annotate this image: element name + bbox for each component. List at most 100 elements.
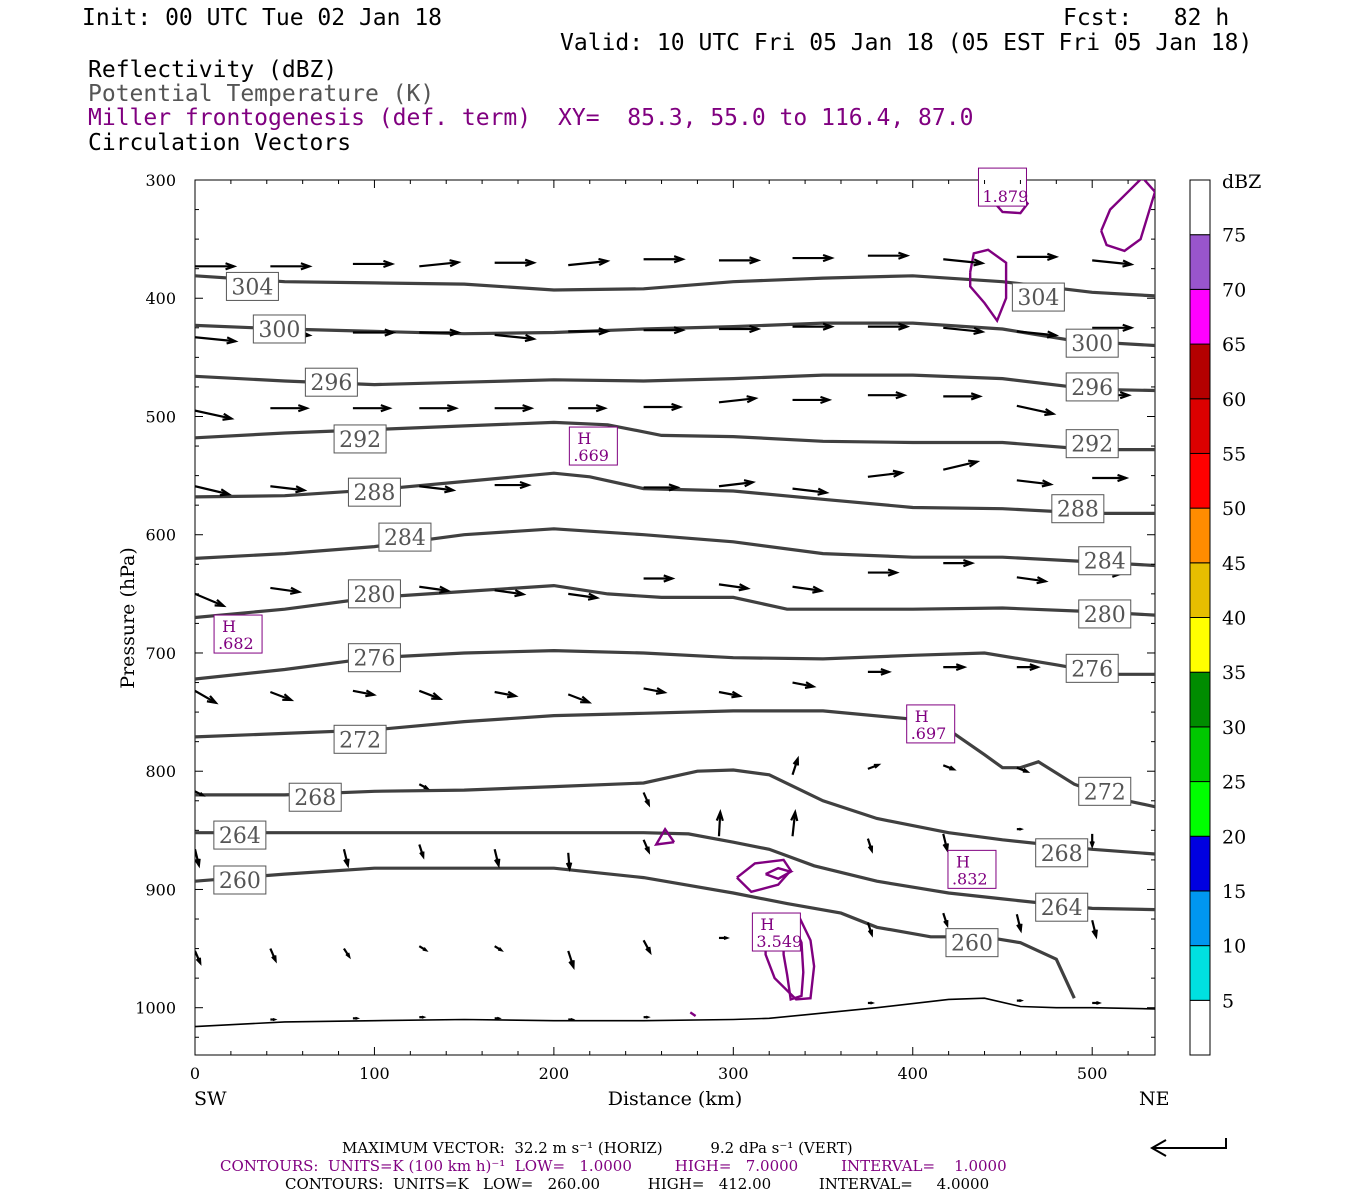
- contour-label: 288: [347, 477, 401, 507]
- svg-text:280: 280: [353, 583, 395, 608]
- colorbar-swatch: [1189, 343, 1211, 400]
- svg-text:304: 304: [231, 275, 273, 300]
- circulation-vector: [567, 693, 593, 704]
- colorbar-tick-label: 45: [1222, 553, 1246, 575]
- y-tick-label: 400: [145, 289, 176, 308]
- circulation-vector: [494, 1016, 502, 1020]
- frontogenesis-extremum: H.697: [906, 704, 956, 744]
- circulation-vector: [642, 839, 651, 855]
- y-axis-title: Pressure (hPa): [117, 547, 139, 689]
- circulation-vector: [270, 586, 303, 595]
- svg-text:296: 296: [310, 371, 352, 396]
- circulation-vector: [269, 948, 277, 964]
- forecast-hour: Fcst: 82 h: [1063, 5, 1230, 31]
- circulation-vector: [1016, 827, 1024, 831]
- x-axis-title: Distance (km): [608, 1088, 743, 1110]
- circulation-vector: [943, 392, 983, 401]
- circulation-vector: [195, 409, 235, 421]
- y-tick-label: 800: [145, 762, 176, 781]
- contour-label: 304: [225, 271, 279, 301]
- svg-text:264: 264: [219, 824, 261, 849]
- circulation-vector: [494, 480, 532, 490]
- circulation-vector: [195, 262, 238, 271]
- plot-frame: [194, 179, 1156, 1056]
- contour-label: 288: [1051, 494, 1105, 524]
- circulation-vector: [1092, 1001, 1102, 1005]
- svg-text:.682: .682: [218, 634, 254, 653]
- colorbar-swatch: [1189, 999, 1211, 1056]
- circulation-vector: [419, 1015, 427, 1019]
- circulation-vector: [352, 404, 393, 413]
- frontogenesis-contour: [969, 248, 1008, 324]
- circulation-vector: [867, 668, 892, 676]
- theta-contour-284: [195, 527, 1155, 568]
- svg-text:304: 304: [1017, 286, 1059, 311]
- circulation-vector: [352, 328, 397, 337]
- theta-contour-268: [195, 768, 1155, 856]
- circulation-vector: [1015, 914, 1023, 934]
- contour-label: 304: [1011, 282, 1065, 312]
- circulation-vector: [494, 690, 519, 699]
- colorbar-swatch: [1189, 452, 1211, 509]
- svg-text:292: 292: [339, 428, 381, 453]
- theta-contour-288: [195, 471, 1155, 515]
- svg-text:.832: .832: [952, 869, 988, 888]
- contour-label: 260: [213, 865, 267, 895]
- colorbar-swatch: [1189, 617, 1211, 673]
- x-tick-label: 200: [539, 1064, 570, 1083]
- svg-text:288: 288: [1057, 498, 1099, 523]
- circulation-vector: [718, 583, 751, 592]
- circulation-vector: [195, 336, 239, 345]
- svg-text:284: 284: [384, 526, 426, 551]
- svg-text:.669: .669: [573, 446, 609, 465]
- circulation-vector: [195, 485, 232, 497]
- contour-label: 296: [304, 367, 358, 397]
- circulation-vector: [568, 257, 611, 267]
- colorbar-tick-label: 20: [1222, 826, 1246, 848]
- y-tick-label: 700: [145, 644, 176, 663]
- max-vector-note: MAXIMUM VECTOR: 32.2 m s⁻¹ (HORIZ) 9.2 d…: [342, 1139, 853, 1157]
- svg-text:300: 300: [1071, 332, 1113, 357]
- circulation-vector: [943, 326, 986, 336]
- circulation-vector: [715, 809, 724, 837]
- circulation-vector: [418, 783, 430, 790]
- circulation-vector: [1092, 323, 1135, 332]
- colorbar-tick-label: 70: [1222, 279, 1246, 301]
- contour-label: 268: [288, 782, 342, 812]
- svg-text:276: 276: [1071, 657, 1113, 682]
- svg-text:H: H: [915, 707, 929, 726]
- colorbar-swatch: [1189, 781, 1211, 837]
- y-tick-label: 300: [145, 171, 176, 190]
- circulation-vector: [1016, 252, 1060, 261]
- field-frontogenesis: Miller frontogenesis (def. term): [88, 105, 532, 131]
- svg-text:268: 268: [1041, 842, 1083, 867]
- colorbar: 5 10 15 20 25 30 35 40 45 50 55 60 65 70 75: [1189, 179, 1246, 1056]
- colorbar-swatch: [1189, 562, 1211, 618]
- frontogenesis-extremum: H.682: [213, 614, 263, 654]
- circulation-vector: [1016, 330, 1060, 339]
- circulation-vector: [643, 483, 681, 492]
- colorbar-swatch: [1189, 179, 1211, 236]
- circulation-vector: [419, 259, 462, 268]
- theta-contour-info: CONTOURS: UNITS=K LOW= 260.00 HIGH= 412.…: [285, 1175, 990, 1193]
- circulation-vector: [352, 689, 377, 698]
- colorbar-tick-label: 10: [1222, 936, 1246, 958]
- circulation-vector: [1092, 259, 1135, 268]
- colorbar-tick-label: 75: [1222, 225, 1246, 247]
- circulation-vector: [943, 663, 968, 672]
- y-tick-label: 500: [145, 407, 176, 426]
- circulation-vector: [867, 1001, 876, 1005]
- circulation-vector: [1089, 833, 1095, 850]
- colorbar-tick-label: 35: [1222, 662, 1246, 684]
- circulation-vector: [270, 485, 308, 494]
- theta-contour-296: [195, 373, 1155, 393]
- colorbar-swatch: [1189, 398, 1211, 454]
- circulation-vector: [942, 764, 957, 771]
- x-tick-label: 100: [359, 1064, 390, 1083]
- contour-label: 284: [378, 522, 432, 552]
- theta-contour-264: [195, 831, 1155, 912]
- svg-text:H: H: [760, 915, 774, 934]
- colorbar-tick-label: 40: [1222, 608, 1246, 630]
- circulation-vector: [195, 790, 206, 797]
- sw-end-label: SW: [194, 1088, 227, 1110]
